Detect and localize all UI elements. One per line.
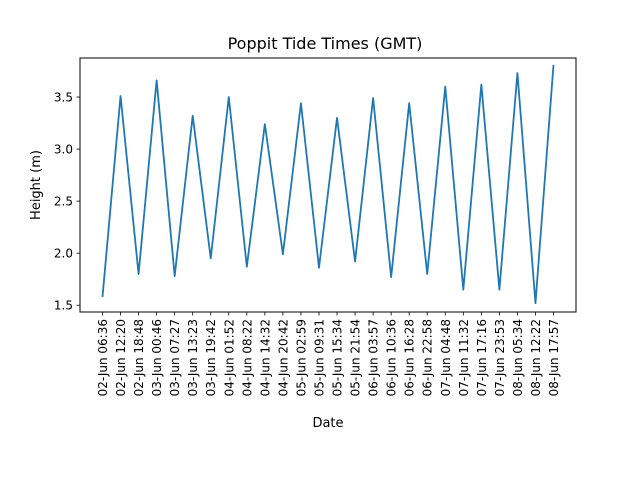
x-tick-label: 07-Jun 17:16 [475, 319, 489, 396]
y-tick-label: 2.0 [54, 247, 73, 261]
axes-background [80, 58, 576, 312]
x-tick-label: 02-Jun 06:36 [96, 319, 110, 396]
x-tick-label: 08-Jun 12:22 [529, 319, 543, 396]
x-tick-label: 06-Jun 22:58 [421, 319, 435, 396]
x-tick-label: 04-Jun 20:42 [276, 319, 290, 396]
x-tick-label: 07-Jun 04:48 [439, 319, 453, 396]
x-tick-label: 06-Jun 03:57 [367, 319, 381, 396]
y-tick-label: 3.5 [54, 91, 73, 105]
x-tick-label: 08-Jun 05:34 [511, 319, 525, 396]
y-tick-label: 3.0 [54, 143, 73, 157]
series-line [101, 64, 555, 305]
x-tick-label: 02-Jun 18:48 [132, 319, 146, 396]
y-axis-label: Height (m) [29, 150, 44, 220]
x-tick-label: 07-Jun 11:32 [457, 319, 471, 396]
x-tick-label: 05-Jun 09:31 [312, 319, 326, 396]
axes-frame [79, 57, 577, 313]
x-tick-label: 05-Jun 15:34 [331, 319, 345, 396]
x-tick-label: 06-Jun 10:36 [385, 319, 399, 396]
x-tick-label: 06-Jun 16:28 [403, 319, 417, 396]
x-tick-label: 03-Jun 07:27 [168, 319, 182, 396]
x-tick-label: 03-Jun 19:42 [204, 319, 218, 396]
x-axis-ticks: 02-Jun 06:36 02-Jun 12:20 02-Jun 18:48 03-J… [96, 312, 561, 396]
y-tick-label: 2.5 [54, 195, 73, 209]
x-tick-label: 03-Jun 13:23 [186, 319, 200, 396]
plot-area [80, 58, 576, 312]
x-tick-label: 05-Jun 02:59 [294, 319, 308, 396]
x-tick-label: 04-Jun 01:52 [222, 319, 236, 396]
x-tick-label: 02-Jun 12:20 [114, 319, 128, 396]
y-axis-ticks: 1.5 2.0 2.5 3.0 3.5 [54, 91, 80, 313]
x-tick-label: 04-Jun 14:32 [258, 319, 272, 396]
x-tick-label: 04-Jun 08:22 [240, 319, 254, 396]
x-tick-label: 08-Jun 17:57 [547, 319, 561, 396]
x-tick-label: 07-Jun 23:53 [493, 319, 507, 396]
x-axis-label: Date [312, 416, 343, 431]
x-tick-label: 05-Jun 21:54 [349, 319, 363, 396]
x-tick-label: 03-Jun 00:46 [150, 319, 164, 396]
chart-title: Poppit Tide Times (GMT) [228, 34, 423, 53]
y-tick-label: 1.5 [54, 299, 73, 313]
